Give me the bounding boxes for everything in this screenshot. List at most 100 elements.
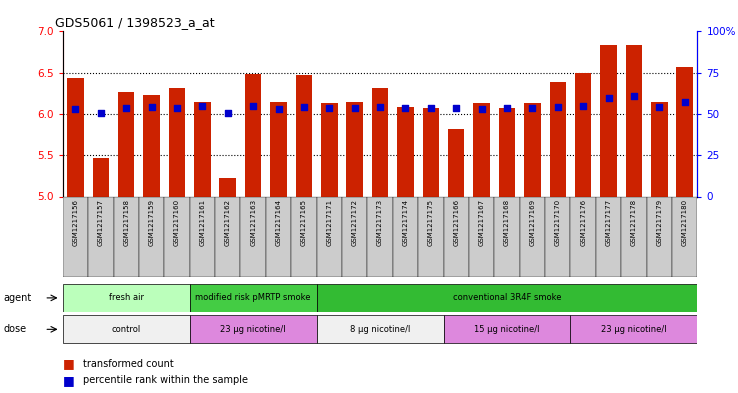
Text: GSM1217171: GSM1217171 <box>326 199 332 246</box>
Bar <box>190 284 317 312</box>
Point <box>349 105 361 111</box>
Text: GSM1217161: GSM1217161 <box>199 199 205 246</box>
Point <box>425 105 437 111</box>
Bar <box>524 103 541 196</box>
Bar <box>88 196 114 277</box>
Text: modified risk pMRTP smoke: modified risk pMRTP smoke <box>196 293 311 302</box>
Text: 23 μg nicotine/l: 23 μg nicotine/l <box>601 325 666 334</box>
Text: GSM1217157: GSM1217157 <box>98 199 104 246</box>
Bar <box>67 78 83 196</box>
Bar <box>368 196 393 277</box>
Bar <box>600 45 617 196</box>
Point <box>653 104 665 110</box>
Bar <box>165 196 190 277</box>
Text: percentile rank within the sample: percentile rank within the sample <box>83 375 249 386</box>
Text: 23 μg nicotine/l: 23 μg nicotine/l <box>221 325 286 334</box>
Bar <box>169 88 185 196</box>
Text: GSM1217179: GSM1217179 <box>656 199 662 246</box>
Text: dose: dose <box>4 324 27 334</box>
Point <box>603 95 615 101</box>
Point <box>679 98 691 105</box>
Point <box>399 105 411 111</box>
Bar <box>292 196 317 277</box>
Point <box>120 105 132 111</box>
Text: fresh air: fresh air <box>108 293 144 302</box>
Bar <box>245 74 261 196</box>
Point <box>450 105 462 111</box>
Bar <box>346 103 363 196</box>
Text: ■: ■ <box>63 374 75 387</box>
Text: GSM1217162: GSM1217162 <box>225 199 231 246</box>
Bar <box>241 196 266 277</box>
Point <box>298 103 310 110</box>
Bar <box>448 129 464 196</box>
Bar <box>570 196 596 277</box>
Text: GSM1217159: GSM1217159 <box>148 199 154 246</box>
Bar <box>626 45 642 196</box>
Point <box>552 103 564 110</box>
Text: GSM1217167: GSM1217167 <box>479 199 485 246</box>
Point <box>577 103 589 109</box>
Text: GSM1217165: GSM1217165 <box>301 199 307 246</box>
Text: GSM1217158: GSM1217158 <box>123 199 129 246</box>
Text: GSM1217174: GSM1217174 <box>402 199 408 246</box>
Text: GSM1217175: GSM1217175 <box>428 199 434 246</box>
Text: GSM1217180: GSM1217180 <box>682 199 688 246</box>
Text: GSM1217163: GSM1217163 <box>250 199 256 246</box>
Bar <box>321 103 337 196</box>
Point <box>526 105 538 111</box>
Point <box>69 106 81 112</box>
Point <box>95 110 107 116</box>
Text: GSM1217172: GSM1217172 <box>352 199 358 246</box>
Bar <box>469 196 494 277</box>
Point <box>501 105 513 111</box>
Text: agent: agent <box>4 293 32 303</box>
Bar <box>499 108 515 196</box>
Text: GSM1217156: GSM1217156 <box>72 199 78 246</box>
Bar <box>494 196 520 277</box>
Bar <box>317 315 444 343</box>
Text: GSM1217166: GSM1217166 <box>453 199 459 246</box>
Bar <box>139 196 165 277</box>
Point <box>272 106 284 112</box>
Text: ■: ■ <box>63 357 75 370</box>
Point <box>247 103 259 109</box>
Point <box>476 106 488 112</box>
Bar <box>651 103 668 196</box>
Bar <box>545 196 570 277</box>
Text: GSM1217169: GSM1217169 <box>529 199 535 246</box>
Bar <box>114 196 139 277</box>
Bar <box>418 196 444 277</box>
Point <box>628 93 640 99</box>
Bar <box>194 103 210 196</box>
Bar <box>63 196 88 277</box>
Text: GSM1217177: GSM1217177 <box>606 199 612 246</box>
Bar <box>143 95 160 196</box>
Bar <box>190 196 215 277</box>
Text: GSM1217160: GSM1217160 <box>174 199 180 246</box>
Point <box>145 104 157 110</box>
Bar <box>570 315 697 343</box>
Bar <box>317 284 697 312</box>
Bar <box>596 196 621 277</box>
Bar <box>118 92 134 196</box>
Bar <box>266 196 292 277</box>
Bar <box>520 196 545 277</box>
Bar <box>672 196 697 277</box>
Bar <box>550 82 566 196</box>
Bar <box>219 178 236 196</box>
Text: 15 μg nicotine/l: 15 μg nicotine/l <box>475 325 539 334</box>
Bar <box>473 103 490 196</box>
Bar <box>444 315 570 343</box>
Bar <box>575 73 591 196</box>
Bar <box>92 158 109 196</box>
Point <box>171 105 183 111</box>
Point <box>196 103 208 109</box>
Bar <box>63 315 190 343</box>
Text: 8 μg nicotine/l: 8 μg nicotine/l <box>350 325 410 334</box>
Bar <box>621 196 646 277</box>
Bar <box>646 196 672 277</box>
Text: GSM1217168: GSM1217168 <box>504 199 510 246</box>
Point <box>323 105 335 111</box>
Text: transformed count: transformed count <box>83 358 174 369</box>
